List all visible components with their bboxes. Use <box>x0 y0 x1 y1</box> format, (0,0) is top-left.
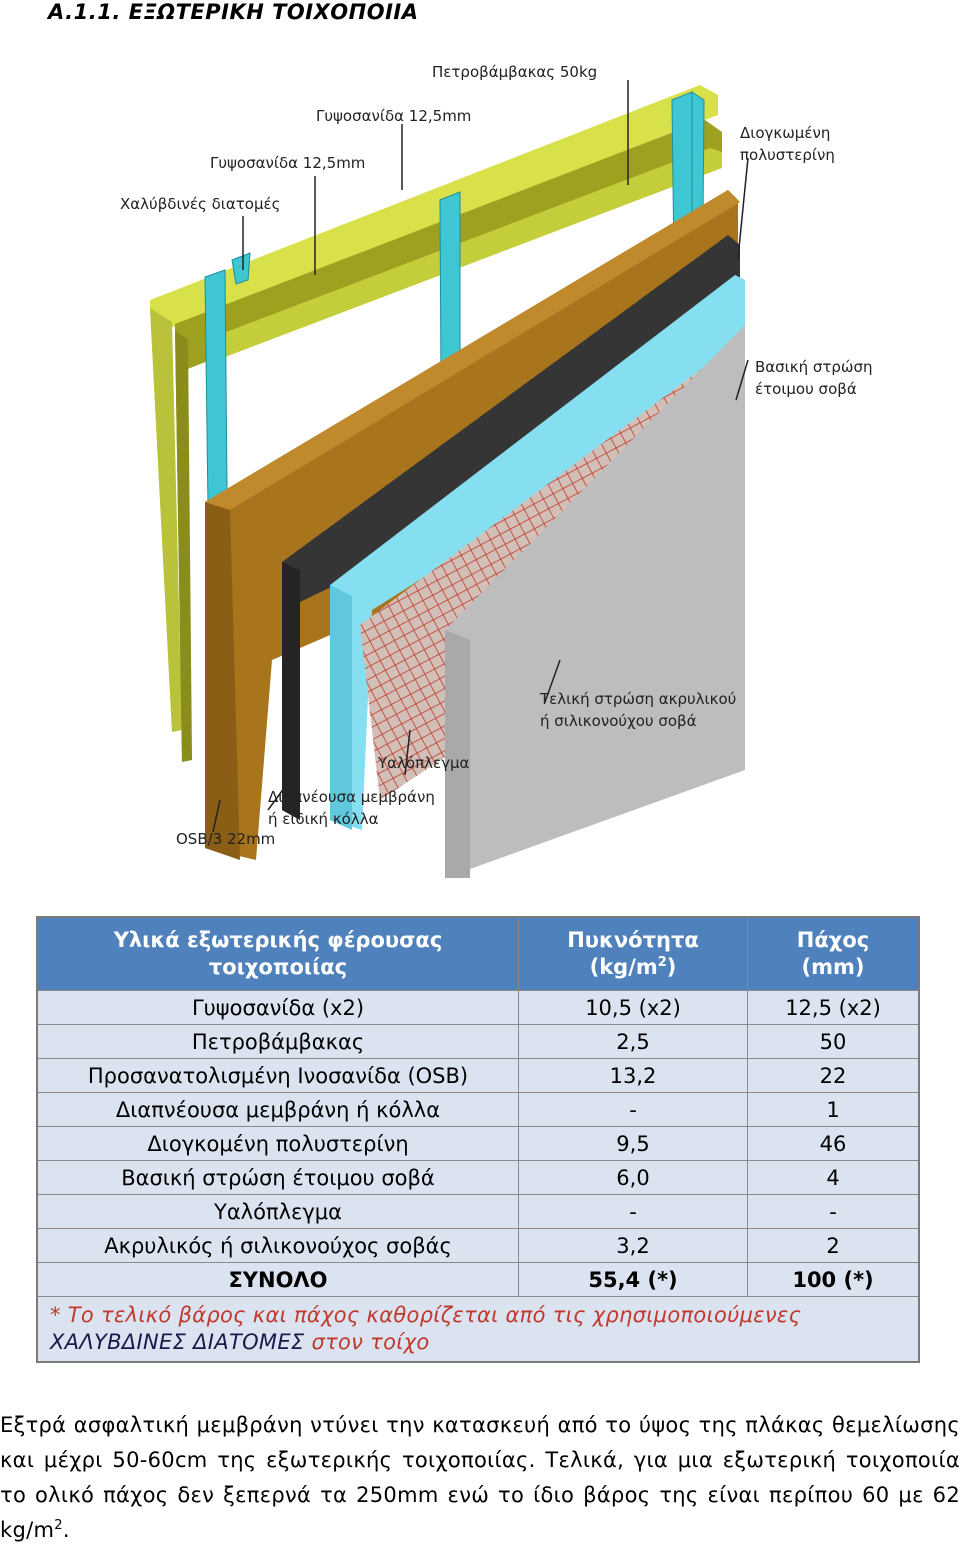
cell-density: - <box>518 1092 748 1127</box>
header-material: Υλικά εξωτερικής φέρουσας τοιχοποιίας <box>36 916 519 991</box>
label-eps-line2: πολυστερίνη <box>740 146 835 164</box>
cell-material: Διαπνέουσα μεμβράνη ή κόλλα <box>36 1092 519 1127</box>
cell-density: 3,2 <box>518 1228 748 1263</box>
total-density: 55,4 (*) <box>518 1262 748 1297</box>
rockwool-layer <box>175 120 722 762</box>
cell-density: 9,5 <box>518 1126 748 1161</box>
table-note-row: * Το τελικό βάρος και πάχος καθορίζεται … <box>36 1296 920 1363</box>
cell-thickness: 22 <box>747 1058 920 1093</box>
table-header-row: Υλικά εξωτερικής φέρουσας τοιχοποιίας Πυ… <box>36 916 920 991</box>
table-footnote: * Το τελικό βάρος και πάχος καθορίζεται … <box>36 1296 920 1363</box>
label-base-line2: έτοιμου σοβά <box>755 380 857 398</box>
cell-material: Βασική στρώση έτοιμου σοβά <box>36 1160 519 1195</box>
label-eps-line1: Διογκωμένη <box>740 124 830 142</box>
cell-density: 13,2 <box>518 1058 748 1093</box>
label-steel: Χαλύβδινές διατομές <box>120 195 280 213</box>
label-osb: OSB/3 22mm <box>176 830 275 848</box>
cell-thickness: 50 <box>747 1024 920 1059</box>
cell-material: Πετροβάμβακας <box>36 1024 519 1059</box>
cell-thickness: 2 <box>747 1228 920 1263</box>
cell-density: 6,0 <box>518 1160 748 1195</box>
cell-thickness: 1 <box>747 1092 920 1127</box>
gypsum-board-layer <box>150 85 718 732</box>
plaster-layer <box>445 325 745 878</box>
table-row: Προσανατολισμένη Ινοσανίδα (OSB) 13,2 22 <box>36 1058 920 1093</box>
materials-table: Υλικά εξωτερικής φέρουσας τοιχοποιίας Πυ… <box>36 916 920 1363</box>
cell-thickness: 12,5 (x2) <box>747 990 920 1025</box>
cell-thickness: 46 <box>747 1126 920 1161</box>
total-label: ΣΥΝΟΛΟ <box>36 1262 519 1297</box>
cell-density: 2,5 <box>518 1024 748 1059</box>
header-density: Πυκνότητα (kg/m2) <box>518 916 748 991</box>
total-thickness: 100 (*) <box>747 1262 920 1297</box>
table-row: Διαπνέουσα μεμβράνη ή κόλλα - 1 <box>36 1092 920 1127</box>
table-total-row: ΣΥΝΟΛΟ 55,4 (*) 100 (*) <box>36 1262 920 1297</box>
label-final-line1: Τελική στρώση ακρυλικού <box>539 690 736 708</box>
label-rockwool: Πετροβάμβακας 50kg <box>432 63 597 81</box>
table-row: Υαλόπλεγμα - - <box>36 1194 920 1229</box>
eps-layer <box>330 275 745 830</box>
section-heading: A.1.1. ΕΞΩΤΕΡΙΚΗ ΤΟΙΧΟΠΟΙΙΑ <box>48 0 419 24</box>
label-membrane-line1: Διαπνέουσα μεμβράνη <box>268 788 435 806</box>
cell-material: Γυψοσανίδα (x2) <box>36 990 519 1025</box>
header-thickness: Πάχος (mm) <box>747 916 920 991</box>
cell-material: Διογκομένη πολυστερίνη <box>36 1126 519 1161</box>
cell-thickness: 4 <box>747 1160 920 1195</box>
table-row: Γυψοσανίδα (x2) 10,5 (x2) 12,5 (x2) <box>36 990 920 1025</box>
cell-density: 10,5 (x2) <box>518 990 748 1025</box>
table-row: Ακρυλικός ή σιλικονούχος σοβάς 3,2 2 <box>36 1228 920 1263</box>
label-gypsum-second: Γυψοσανίδα 12,5mm <box>210 154 365 172</box>
label-gypsum-top: Γυψοσανίδα 12,5mm <box>316 107 471 125</box>
table-row: Βασική στρώση έτοιμου σοβά 6,0 4 <box>36 1160 920 1195</box>
label-final-line2: ή σιλικονούχου σοβά <box>540 712 697 730</box>
wall-layers-figure: Πετροβάμβακας 50kg Γυψοσανίδα 12,5mm Γυψ… <box>120 63 873 878</box>
body-paragraph: Εξτρά ασφαλτική μεμβράνη ντύνει την κατα… <box>0 1413 960 1542</box>
cell-density: - <box>518 1194 748 1229</box>
label-membrane-line2: ή ειδική κόλλα <box>268 810 379 828</box>
cell-material: Υαλόπλεγμα <box>36 1194 519 1229</box>
cell-material: Ακρυλικός ή σιλικονούχος σοβάς <box>36 1228 519 1263</box>
table-row: Πετροβάμβακας 2,5 50 <box>36 1024 920 1059</box>
table-row: Διογκομένη πολυστερίνη 9,5 46 <box>36 1126 920 1161</box>
cell-thickness: - <box>747 1194 920 1229</box>
label-mesh: Υαλόπλεγμα <box>377 754 470 772</box>
cell-material: Προσανατολισμένη Ινοσανίδα (OSB) <box>36 1058 519 1093</box>
label-base-line1: Βασική στρώση <box>755 358 873 376</box>
